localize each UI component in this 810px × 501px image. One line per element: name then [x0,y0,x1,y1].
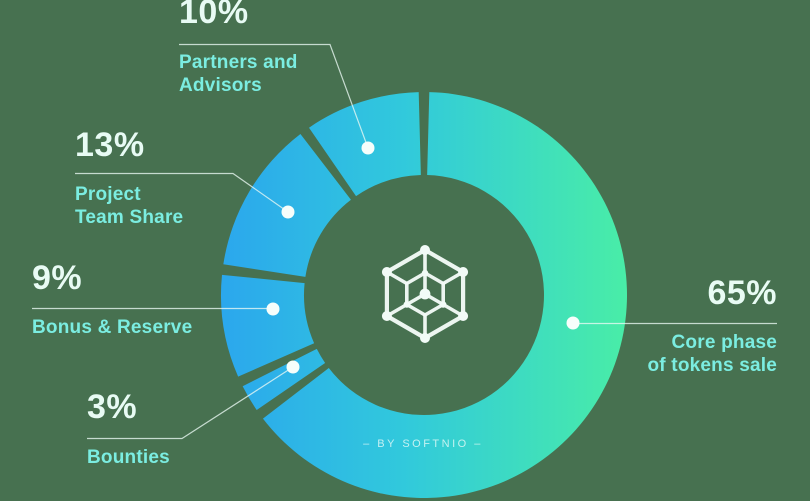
label-line: Bonus & Reserve [32,317,193,338]
label-partners-advisors: Partners and Advisors [179,51,319,97]
percent-partners-advisors: 10% [179,0,249,31]
donut-segment-bonus-reserve [220,274,315,377]
label-line: Bounties [87,447,170,468]
callout-dot-bonus-reserve [266,302,280,316]
callout-dot-partners-advisors [361,141,375,155]
label-line: Advisors [179,75,262,96]
callout-dot-core-phase [566,316,580,330]
leader-line-project-team-share [75,172,289,213]
leader-line-partners-advisors [179,43,369,149]
label-line: Team Share [75,207,184,228]
percent-project-team-share: 13% [75,126,145,164]
label-bonus-reserve: Bonus & Reserve [32,316,242,339]
callout-dot-project-team-share [281,205,295,219]
percent-bounties: 3% [87,388,138,426]
donut-segment-core-phase-of-tokens-sale [262,92,628,499]
percent-bonus-reserve: 9% [32,259,83,297]
softnio-network-icon [381,245,469,343]
label-line: Project [75,184,141,205]
leader-line-bounties [87,366,294,440]
label-line: Core phase [671,332,777,353]
label-project-team-share: Project Team Share [75,183,187,229]
donut-segment-bounties [242,348,326,410]
credit-by-softnio: – BY SOFTNIO – [363,438,483,450]
label-line: Partners and [179,52,298,73]
callout-dot-bounties [286,360,300,374]
donut-segment-project-team-share [223,133,351,277]
label-line: of tokens sale [647,355,777,376]
label-bounties: Bounties [87,446,227,469]
donut-segments [220,92,628,499]
label-core-phase: Core phase of tokens sale [637,331,777,377]
percent-core-phase: 65% [707,274,777,312]
